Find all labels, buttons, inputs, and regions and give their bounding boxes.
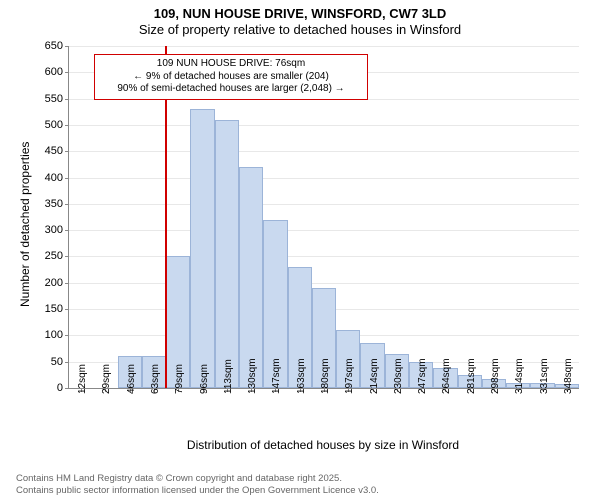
y-tick-label: 650: [45, 40, 63, 52]
histogram-bar: [190, 109, 214, 388]
y-tick-label: 550: [45, 93, 63, 105]
x-tick-label: 63sqm: [150, 364, 161, 394]
y-tick-label: 200: [45, 277, 63, 289]
x-axis-title: Distribution of detached houses by size …: [68, 438, 578, 452]
x-tick-label: 163sqm: [296, 358, 307, 394]
x-tick-label: 12sqm: [77, 364, 88, 394]
title-block: 109, NUN HOUSE DRIVE, WINSFORD, CW7 3LD …: [0, 0, 600, 37]
annotation-line-1: 109 NUN HOUSE DRIVE: 76sqm: [100, 58, 362, 71]
gridline: [69, 151, 579, 152]
annotation-line-3: 90% of semi-detached houses are larger (…: [100, 83, 362, 96]
x-tick-label: 314sqm: [514, 358, 525, 394]
title-line1: 109, NUN HOUSE DRIVE, WINSFORD, CW7 3LD: [0, 6, 600, 22]
gridline: [69, 178, 579, 179]
y-tick-label: 600: [45, 66, 63, 78]
y-tick-mark: [65, 230, 69, 231]
gridline: [69, 125, 579, 126]
y-tick-mark: [65, 256, 69, 257]
y-tick-label: 300: [45, 224, 63, 236]
y-tick-label: 50: [51, 356, 63, 368]
title-line2: Size of property relative to detached ho…: [0, 22, 600, 38]
x-tick-label: 214sqm: [369, 358, 380, 394]
y-tick-mark: [65, 335, 69, 336]
y-tick-mark: [65, 125, 69, 126]
x-tick-label: 298sqm: [490, 358, 501, 394]
chart-container: 109, NUN HOUSE DRIVE, WINSFORD, CW7 3LD …: [0, 0, 600, 500]
y-tick-label: 500: [45, 119, 63, 131]
footer-line-1: Contains HM Land Registry data © Crown c…: [16, 473, 379, 484]
x-tick-label: 197sqm: [344, 358, 355, 394]
gridline: [69, 204, 579, 205]
x-tick-label: 46sqm: [126, 364, 137, 394]
gridline: [69, 230, 579, 231]
y-tick-mark: [65, 99, 69, 100]
gridline: [69, 46, 579, 47]
histogram-bar: [215, 120, 239, 388]
y-tick-mark: [65, 309, 69, 310]
y-tick-label: 100: [45, 329, 63, 341]
gridline: [69, 283, 579, 284]
y-tick-mark: [65, 151, 69, 152]
gridline: [69, 256, 579, 257]
y-tick-label: 400: [45, 172, 63, 184]
x-tick-label: 331sqm: [539, 358, 550, 394]
x-tick-label: 130sqm: [247, 358, 258, 394]
x-tick-label: 264sqm: [441, 358, 452, 394]
y-tick-mark: [65, 46, 69, 47]
x-tick-label: 79sqm: [174, 364, 185, 394]
y-tick-mark: [65, 178, 69, 179]
y-tick-label: 0: [57, 382, 63, 394]
x-tick-label: 29sqm: [101, 364, 112, 394]
x-tick-label: 281sqm: [466, 358, 477, 394]
y-tick-label: 450: [45, 145, 63, 157]
y-axis-title: Number of detached properties: [18, 142, 32, 307]
y-tick-mark: [65, 362, 69, 363]
y-tick-label: 350: [45, 198, 63, 210]
y-tick-mark: [65, 204, 69, 205]
footer: Contains HM Land Registry data © Crown c…: [16, 473, 379, 496]
y-tick-mark: [65, 283, 69, 284]
y-tick-mark: [65, 72, 69, 73]
annotation-box: 109 NUN HOUSE DRIVE: 76sqm ← 9% of detac…: [94, 54, 368, 100]
x-tick-label: 230sqm: [393, 358, 404, 394]
annotation-line-2: ← 9% of detached houses are smaller (204…: [100, 71, 362, 84]
plot-area: 109 NUN HOUSE DRIVE: 76sqm ← 9% of detac…: [68, 46, 579, 389]
footer-line-2: Contains public sector information licen…: [16, 485, 379, 496]
x-tick-label: 96sqm: [199, 364, 210, 394]
x-tick-label: 113sqm: [223, 359, 234, 394]
y-tick-label: 150: [45, 303, 63, 315]
x-tick-label: 147sqm: [271, 358, 282, 394]
histogram-bar: [239, 167, 263, 388]
x-tick-label: 180sqm: [320, 358, 331, 394]
y-tick-label: 250: [45, 250, 63, 262]
y-tick-mark: [65, 388, 69, 389]
x-tick-label: 247sqm: [417, 358, 428, 394]
x-tick-label: 348sqm: [563, 358, 574, 394]
